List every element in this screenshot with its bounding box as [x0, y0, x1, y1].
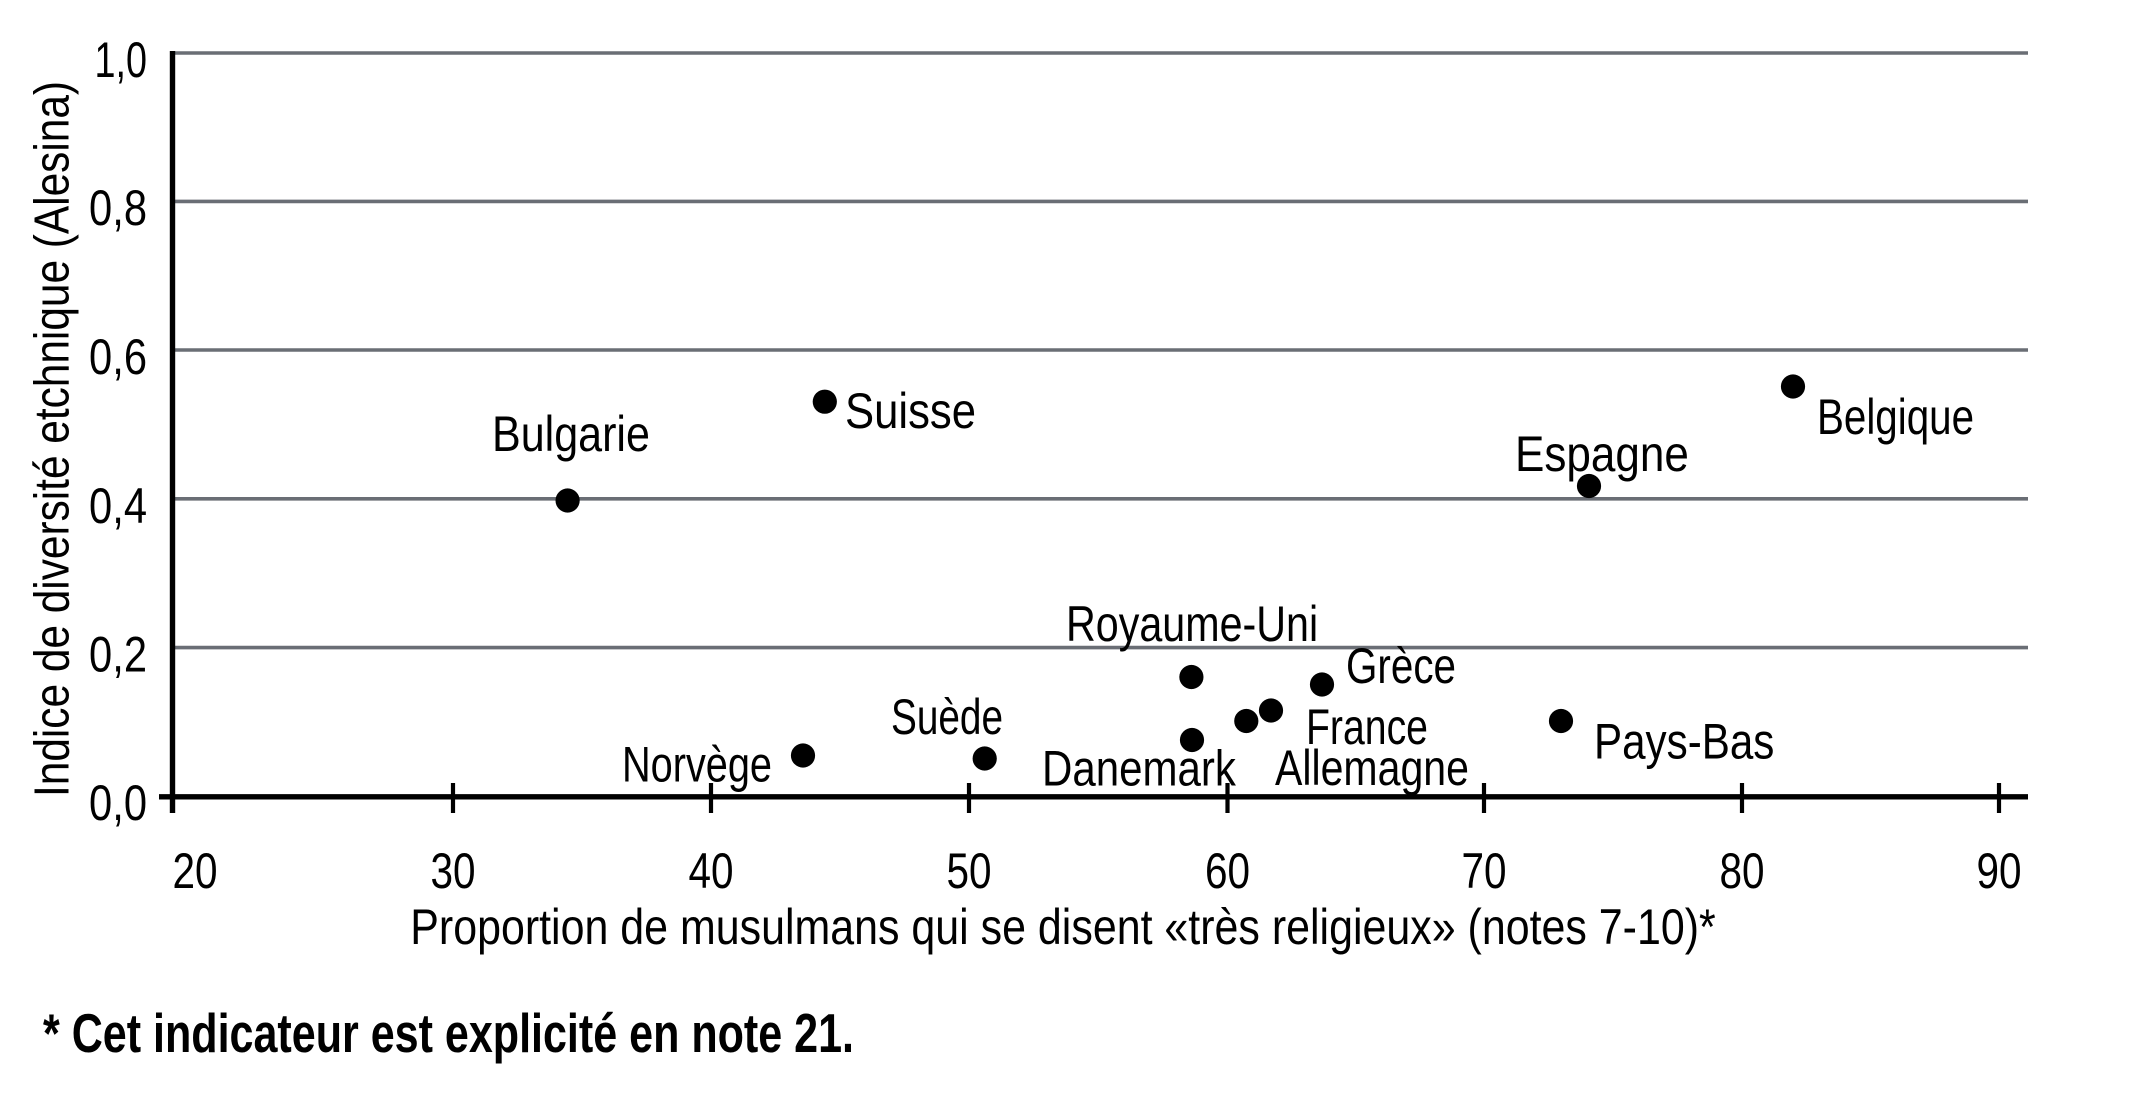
svg-text:* Cet indicateur est explicité: * Cet indicateur est explicité en note 2… — [43, 1003, 854, 1064]
svg-text:90: 90 — [1976, 843, 2021, 899]
svg-text:Belgique: Belgique — [1817, 389, 1974, 445]
svg-text:0,0: 0,0 — [89, 774, 147, 830]
svg-text:Suède: Suède — [891, 690, 1003, 745]
svg-text:0,8: 0,8 — [89, 179, 147, 235]
svg-text:Proportion de musulmans qui se: Proportion de musulmans qui se disent «t… — [410, 899, 1715, 955]
svg-text:Allemagne: Allemagne — [1275, 740, 1469, 796]
svg-text:70: 70 — [1461, 843, 1506, 899]
svg-text:0,6: 0,6 — [89, 328, 147, 384]
svg-text:Pays-Bas: Pays-Bas — [1594, 713, 1774, 769]
svg-text:Royaume-Uni: Royaume-Uni — [1066, 596, 1318, 652]
svg-text:Espagne: Espagne — [1515, 425, 1689, 481]
svg-text:60: 60 — [1205, 843, 1250, 899]
svg-text:40: 40 — [688, 843, 733, 899]
svg-text:France: France — [1306, 698, 1428, 755]
svg-text:Grèce: Grèce — [1346, 638, 1456, 694]
svg-text:50: 50 — [946, 843, 991, 899]
svg-text:Suisse: Suisse — [845, 383, 976, 438]
svg-text:Indice de diversité etchnique: Indice de diversité etchnique (Alesina) — [25, 81, 80, 797]
svg-text:20: 20 — [172, 843, 217, 899]
svg-text:Norvège: Norvège — [622, 736, 772, 792]
svg-text:1,0: 1,0 — [95, 33, 147, 88]
svg-text:Bulgarie: Bulgarie — [492, 406, 650, 462]
svg-text:80: 80 — [1719, 843, 1764, 899]
svg-text:0,4: 0,4 — [89, 477, 147, 533]
svg-text:0,2: 0,2 — [89, 626, 147, 682]
svg-text:Danemark: Danemark — [1042, 740, 1237, 796]
svg-text:30: 30 — [430, 843, 475, 899]
